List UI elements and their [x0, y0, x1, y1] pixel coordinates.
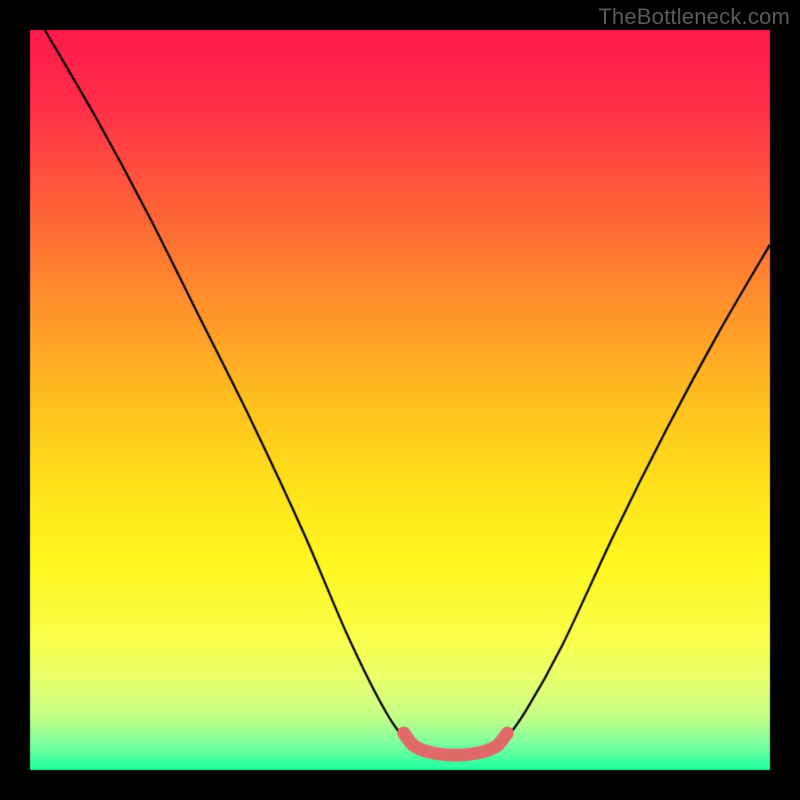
chart-root: TheBottleneck.com — [0, 0, 800, 800]
watermark-text: TheBottleneck.com — [598, 4, 790, 30]
chart-canvas — [0, 0, 800, 800]
